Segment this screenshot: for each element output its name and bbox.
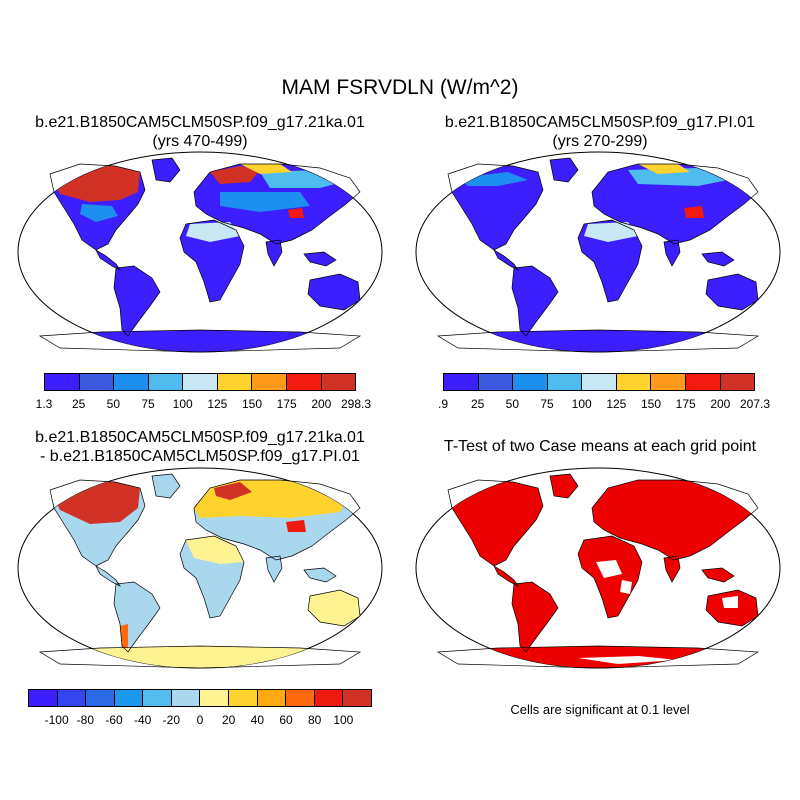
- colorbar-swatch: [200, 690, 230, 706]
- colorbar-tick-label: 80: [307, 713, 322, 727]
- significance-note: Cells are significant at 0.1 level: [510, 702, 690, 717]
- colorbar-tick-label: 200: [710, 397, 731, 411]
- colorbar-tick-label: -40: [133, 713, 152, 727]
- colorbar-tick-label: 25: [71, 397, 86, 411]
- colorbar-tick-label: 125: [606, 397, 627, 411]
- colorbar-swatch: [286, 374, 322, 390]
- colorbar-swatch: [86, 690, 115, 706]
- colorbar-tick-label: 207.3: [739, 397, 771, 411]
- colorbar-tick-label: 200: [311, 397, 332, 411]
- colorbar-tick-label: 175: [276, 397, 297, 411]
- panel-2-title-line1: b.e21.B1850CAM5CLM50SP.f09_g17.PI.01: [444, 114, 756, 131]
- colorbar-difference: [28, 689, 372, 707]
- colorbar-tick-label: 25: [470, 397, 485, 411]
- panel-1-title: b.e21.B1850CAM5CLM50SP.f09_g17.21ka.01 (…: [0, 113, 400, 151]
- colorbar-swatch: [229, 690, 258, 706]
- colorbar-tick-label: 1.3: [35, 397, 53, 411]
- panel-4-title: T-Test of two Case means at each grid po…: [400, 437, 800, 456]
- colorbar-swatch: [114, 690, 144, 706]
- colorbar-tick-label: 40: [250, 713, 265, 727]
- colorbar-swatch: [171, 690, 201, 706]
- colorbar-swatch: [114, 374, 149, 390]
- colorbar-tick-label: 175: [675, 397, 696, 411]
- colorbar-swatch: [685, 374, 721, 390]
- colorbar-swatch: [478, 374, 514, 390]
- colorbar-swatch: [29, 690, 58, 706]
- panel-4-title-line1: T-Test of two Case means at each grid po…: [443, 438, 757, 455]
- colorbar-swatch: [252, 374, 287, 390]
- colorbar-tick-label: 75: [141, 397, 155, 411]
- colorbar-swatch: [616, 374, 652, 390]
- colorbar-tick-label: -60: [105, 713, 123, 727]
- panel-1-title-line1: b.e21.B1850CAM5CLM50SP.f09_g17.21ka.01: [35, 114, 365, 131]
- panel-1-title-line2: (yrs 470-499): [152, 133, 248, 150]
- colorbar-swatch: [547, 374, 583, 390]
- colorbar-swatch: [79, 374, 115, 390]
- colorbar-swatch: [513, 374, 548, 390]
- colorbar-tick-label: 0: [196, 713, 204, 727]
- colorbar-tick-label: 60: [279, 713, 293, 727]
- colorbar-swatch: [286, 690, 315, 706]
- colorbar-swatch: [720, 374, 755, 390]
- map-case1: [17, 151, 383, 353]
- colorbar-tick-label: 20: [221, 713, 236, 727]
- colorbar-swatch: [321, 374, 356, 390]
- colorbar-swatch: [183, 374, 218, 390]
- colorbar-swatch: [57, 690, 87, 706]
- panel-3-title: b.e21.B1850CAM5CLM50SP.f09_g17.21ka.01 -…: [0, 428, 400, 466]
- colorbar-tick-label: .9: [437, 397, 449, 411]
- figure-title: MAM FSRVDLN (W/m^2): [281, 76, 519, 99]
- colorbar-tick-label: 150: [241, 397, 263, 411]
- colorbar-tick-label: 100: [172, 397, 193, 411]
- colorbar-swatch: [45, 374, 80, 390]
- panel-2-title: b.e21.B1850CAM5CLM50SP.f09_g17.PI.01 (yr…: [400, 113, 800, 151]
- colorbar-swatch: [257, 690, 287, 706]
- colorbar-swatch: [444, 374, 479, 390]
- colorbar-swatch: [143, 690, 172, 706]
- panel-3-title-line2: - b.e21.B1850CAM5CLM50SP.f09_g17.PI.01: [40, 448, 360, 465]
- map-case2: [415, 151, 781, 353]
- map-difference: [17, 467, 383, 669]
- colorbar-swatch: [343, 690, 371, 706]
- colorbar-tick-label: 50: [106, 397, 121, 411]
- colorbar-swatch: [582, 374, 617, 390]
- colorbar-swatch: [314, 690, 344, 706]
- colorbar-tick-label: -20: [162, 713, 180, 727]
- colorbar-tick-label: 75: [540, 397, 554, 411]
- colorbar-tick-label: -100: [44, 713, 69, 727]
- panel-2-title-line2: (yrs 270-299): [552, 133, 648, 150]
- colorbar-swatch: [148, 374, 184, 390]
- colorbar-tick-label: 150: [640, 397, 662, 411]
- colorbar-tick-label: 50: [505, 397, 520, 411]
- colorbar-swatch: [651, 374, 686, 390]
- colorbar-tick-label: 100: [571, 397, 592, 411]
- map-ttest: [415, 467, 781, 669]
- colorbar-tick-label: 100: [333, 713, 354, 727]
- colorbar-swatch: [217, 374, 253, 390]
- colorbar-case2: [443, 373, 755, 391]
- colorbar-tick-label: -80: [76, 713, 94, 727]
- colorbar-tick-label: 298.3: [340, 397, 372, 411]
- panel-3-title-line1: b.e21.B1850CAM5CLM50SP.f09_g17.21ka.01: [35, 429, 365, 446]
- colorbar-tick-label: 125: [207, 397, 228, 411]
- colorbar-case1: [44, 373, 356, 391]
